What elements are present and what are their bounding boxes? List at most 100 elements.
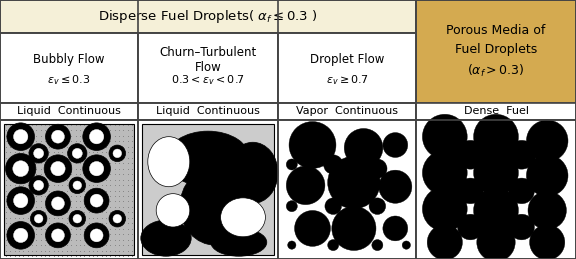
Circle shape (289, 121, 336, 169)
Ellipse shape (141, 220, 191, 256)
Circle shape (89, 130, 104, 144)
Circle shape (83, 123, 111, 150)
Circle shape (13, 228, 28, 242)
Circle shape (509, 178, 535, 204)
Text: $\epsilon_v \geq 0.7$: $\epsilon_v \geq 0.7$ (326, 73, 368, 87)
Circle shape (457, 214, 483, 240)
Circle shape (328, 156, 380, 209)
Circle shape (51, 161, 65, 176)
Circle shape (324, 155, 343, 174)
Circle shape (13, 130, 28, 144)
Circle shape (509, 214, 535, 240)
Ellipse shape (221, 198, 266, 237)
Circle shape (44, 155, 72, 182)
Circle shape (332, 206, 376, 250)
Circle shape (383, 216, 408, 241)
Circle shape (29, 176, 48, 195)
Bar (278, 33, 416, 103)
Circle shape (379, 170, 412, 203)
Circle shape (325, 198, 342, 214)
Text: $\epsilon_v \leq 0.3$: $\epsilon_v \leq 0.3$ (47, 73, 90, 87)
Bar (138, 120, 278, 259)
Circle shape (90, 194, 103, 207)
Circle shape (109, 145, 126, 162)
Circle shape (372, 240, 383, 251)
Circle shape (46, 223, 70, 248)
Circle shape (369, 198, 386, 214)
Circle shape (89, 161, 104, 176)
Circle shape (7, 221, 35, 249)
Circle shape (286, 201, 297, 212)
Bar (416, 120, 576, 259)
Bar (0, 0, 416, 33)
Circle shape (84, 188, 109, 213)
Bar (416, 0, 576, 103)
Circle shape (46, 124, 70, 149)
Circle shape (526, 155, 568, 196)
Circle shape (6, 154, 36, 184)
Circle shape (90, 229, 103, 242)
Circle shape (328, 240, 339, 251)
Bar (278, 103, 416, 120)
Circle shape (109, 210, 126, 227)
Ellipse shape (166, 131, 250, 187)
Circle shape (69, 177, 86, 194)
Circle shape (477, 223, 515, 259)
Circle shape (33, 180, 44, 190)
Circle shape (69, 210, 86, 227)
Circle shape (73, 181, 82, 190)
Ellipse shape (148, 137, 190, 187)
Circle shape (422, 186, 467, 231)
Circle shape (457, 178, 483, 204)
Circle shape (31, 210, 47, 227)
Circle shape (13, 161, 29, 177)
Circle shape (113, 149, 122, 158)
Bar (0, 33, 138, 103)
Circle shape (528, 191, 566, 229)
Circle shape (33, 148, 44, 159)
Circle shape (286, 166, 325, 205)
Text: $0.3 < \epsilon_v < 0.7$: $0.3 < \epsilon_v < 0.7$ (171, 73, 245, 87)
Circle shape (526, 120, 568, 162)
Circle shape (67, 144, 87, 163)
Circle shape (72, 148, 82, 159)
Circle shape (473, 114, 518, 159)
Circle shape (35, 214, 43, 223)
Circle shape (383, 133, 408, 157)
Bar (142, 124, 274, 255)
Circle shape (367, 159, 387, 178)
Ellipse shape (211, 228, 267, 256)
Bar (138, 103, 278, 120)
Circle shape (83, 155, 111, 182)
Circle shape (473, 188, 518, 233)
Circle shape (51, 130, 65, 143)
Circle shape (473, 150, 518, 195)
Text: Disperse Fuel Droplets( $\alpha_f \leq 0.3$ ): Disperse Fuel Droplets( $\alpha_f \leq 0… (98, 8, 318, 25)
Circle shape (46, 191, 70, 216)
Circle shape (51, 197, 65, 210)
Bar (0, 103, 138, 120)
Circle shape (294, 211, 331, 246)
Circle shape (73, 214, 82, 223)
Ellipse shape (228, 142, 278, 203)
Circle shape (344, 128, 383, 167)
Ellipse shape (180, 167, 250, 245)
Text: Churn–Turbulent
Flow: Churn–Turbulent Flow (160, 46, 257, 74)
Circle shape (7, 187, 35, 214)
Bar (416, 103, 576, 120)
Ellipse shape (156, 194, 190, 227)
Text: Liquid  Continuous: Liquid Continuous (156, 106, 260, 117)
Circle shape (287, 241, 296, 249)
Text: Dense  Fuel: Dense Fuel (464, 106, 529, 117)
Text: Bubbly Flow: Bubbly Flow (33, 54, 105, 67)
Circle shape (427, 225, 463, 259)
Circle shape (7, 123, 35, 150)
Circle shape (29, 144, 48, 163)
Bar (138, 33, 278, 103)
Circle shape (51, 229, 65, 242)
Circle shape (422, 150, 467, 195)
Circle shape (422, 114, 467, 159)
Circle shape (113, 214, 122, 223)
Circle shape (456, 140, 485, 169)
Circle shape (84, 223, 109, 248)
